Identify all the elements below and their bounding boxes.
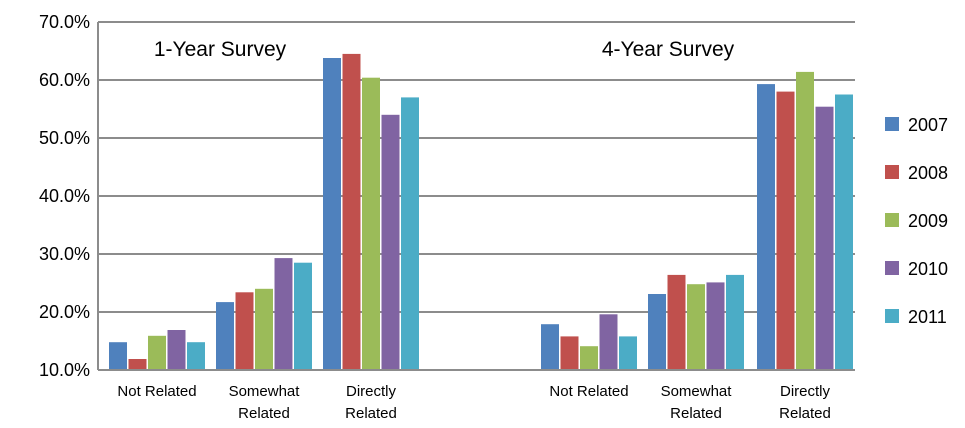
bar-2008: [128, 359, 147, 370]
legend-entry: 2011: [885, 307, 947, 327]
bar-2008: [776, 91, 795, 370]
bar-2009: [255, 288, 273, 370]
y-tick-label: 60.0%: [39, 70, 90, 90]
legend-swatch: [885, 213, 899, 227]
bar-2011: [835, 94, 853, 370]
x-category-label: Somewhat: [229, 383, 301, 400]
x-category-label: Directly: [346, 383, 397, 400]
x-category-label: Related: [779, 405, 831, 422]
legend-label: 2010: [908, 259, 948, 279]
bar-2010: [167, 330, 186, 370]
bar-2010: [381, 114, 400, 370]
bar-2007: [757, 84, 775, 370]
axis-layer: [97, 22, 855, 371]
bar-layer: [109, 53, 853, 371]
y-tick-label: 40.0%: [39, 186, 90, 206]
legend-label: 2009: [908, 211, 948, 231]
bar-2009: [148, 335, 166, 370]
x-category-label: Somewhat: [661, 383, 733, 400]
bar-2007: [109, 342, 127, 370]
bar-2008: [667, 274, 686, 370]
x-category-label: Not Related: [549, 383, 628, 400]
bar-2011: [187, 342, 205, 370]
legend-swatch: [885, 261, 899, 275]
bar-2011: [619, 336, 637, 370]
x-category-label: Directly: [780, 383, 831, 400]
legend-label: 2008: [908, 163, 948, 183]
bar-2010: [815, 106, 834, 370]
legend-swatch: [885, 165, 899, 179]
bar-2009: [580, 346, 598, 370]
bar-2009: [796, 71, 814, 371]
x-category-label: Related: [345, 405, 397, 422]
legend: 2007 2008 2009 2010 2011: [885, 115, 948, 327]
bar-2009: [362, 77, 380, 370]
legend-label: 2011: [908, 307, 947, 327]
bar-2007: [216, 302, 234, 370]
bar-2010: [706, 282, 725, 370]
y-tick-label: 10.0%: [39, 360, 90, 380]
bar-2008: [560, 336, 579, 370]
bar-2009: [687, 284, 705, 370]
bar-2010: [274, 258, 293, 370]
bar-2011: [401, 97, 419, 371]
y-tick-label: 50.0%: [39, 128, 90, 148]
bar-2007: [648, 294, 666, 370]
grid-layer: [98, 21, 855, 313]
panel-title: 1-Year Survey: [154, 38, 287, 61]
legend-swatch: [885, 309, 899, 323]
x-category-label: Related: [670, 405, 722, 422]
y-tick-label: 20.0%: [39, 302, 90, 322]
y-tick-label: 30.0%: [39, 244, 90, 264]
x-category-label: Not Related: [117, 383, 196, 400]
bar-2008: [235, 292, 254, 370]
bar-2007: [541, 324, 559, 370]
legend-swatch: [885, 117, 899, 131]
bar-2007: [323, 58, 341, 370]
legend-entry: 2008: [885, 163, 948, 183]
bar-2011: [294, 262, 312, 370]
legend-entry: 2009: [885, 211, 948, 231]
bar-2010: [599, 314, 618, 370]
legend-label: 2007: [908, 115, 948, 135]
x-category-label: Related: [238, 405, 290, 422]
label-layer: 10.0% 20.0% 30.0% 40.0% 50.0% 60.0% 70.0% Not R…: [39, 12, 831, 422]
legend-entry: 2010: [885, 259, 948, 279]
bar-2011: [726, 274, 744, 370]
panel-title: 4-Year Survey: [602, 38, 735, 61]
bar-2008: [342, 53, 361, 371]
y-tick-label: 70.0%: [39, 12, 90, 32]
legend-entry: 2007: [885, 115, 948, 135]
